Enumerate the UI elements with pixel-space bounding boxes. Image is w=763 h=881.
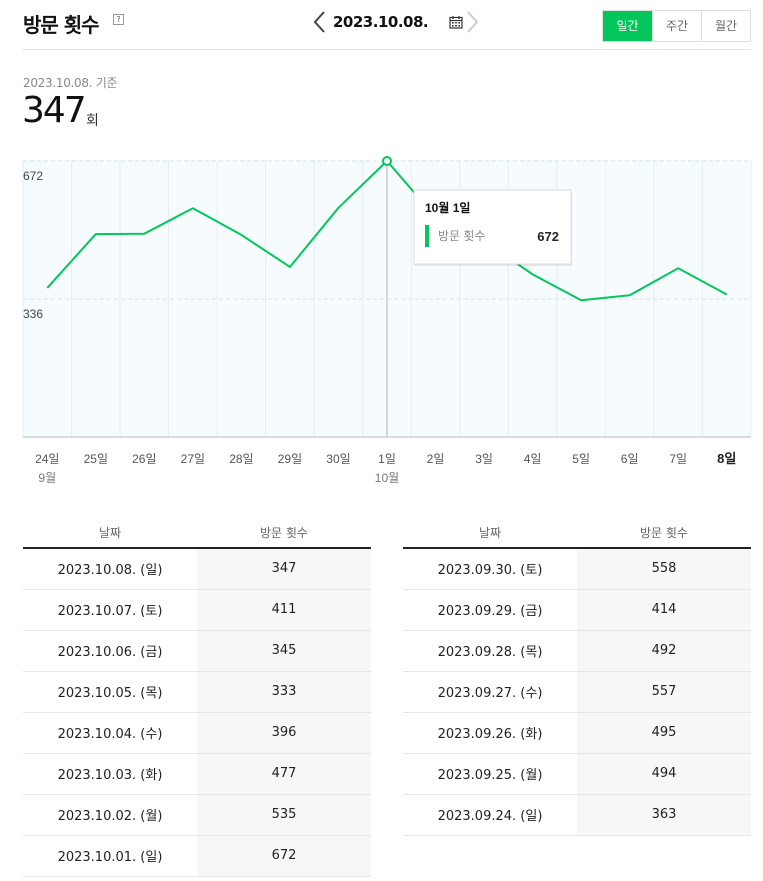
- current-date: 2023.10.08.: [333, 13, 429, 31]
- row-date: 2023.09.27. (수): [403, 671, 577, 713]
- tab-weekly[interactable]: 주간: [652, 11, 701, 41]
- total-visits-value: 347: [22, 90, 87, 131]
- period-tabs: 일간 주간 월간: [602, 10, 751, 42]
- chevron-left-icon: [313, 11, 325, 33]
- table-header-row: 날짜 방문 횟수: [23, 518, 371, 549]
- row-date: 2023.09.30. (토): [403, 548, 577, 590]
- row-date: 2023.10.08. (일): [23, 548, 197, 590]
- row-visits: 494: [577, 753, 751, 795]
- tab-daily[interactable]: 일간: [603, 11, 652, 41]
- row-visits: 411: [197, 589, 371, 631]
- row-date: 2023.09.28. (목): [403, 630, 577, 672]
- row-visits: 535: [197, 794, 371, 836]
- x-tick-label: 7일: [669, 452, 687, 466]
- next-date-button[interactable]: [465, 10, 479, 34]
- x-month-label: 10월: [375, 471, 399, 485]
- daily-table-right: 날짜 방문 횟수 2023.09.30. (토) 558 2023.09.29. (…: [403, 518, 751, 836]
- tooltip-series-label: 방문 횟수: [438, 229, 486, 243]
- tab-monthly[interactable]: 월간: [701, 11, 750, 41]
- column-header-date: 날짜: [23, 518, 197, 549]
- column-header-visits: 방문 횟수: [577, 518, 751, 549]
- row-date: 2023.10.02. (월): [23, 794, 197, 836]
- row-date: 2023.10.03. (화): [23, 753, 197, 795]
- basis-date: 2023.10.08. 기준: [23, 76, 118, 90]
- row-visits: 333: [197, 671, 371, 713]
- table-row: 2023.10.01. (일) 672: [23, 835, 371, 877]
- x-tick-label: 30일: [326, 452, 350, 466]
- x-tick-label: 28일: [229, 452, 253, 466]
- table-row: 2023.09.30. (토) 558: [403, 548, 751, 590]
- x-tick-label: 3일: [475, 452, 493, 466]
- table-row: 2023.09.24. (일) 363: [403, 794, 751, 836]
- table-row: 2023.10.02. (월) 535: [23, 794, 371, 836]
- visits-line-chart: 672 336 24일 25일 26일 27일 28일 29일 30일 1일 2일 3일 4일 5일 6일 7…: [22, 156, 752, 485]
- x-tick-label: 1일: [378, 452, 396, 466]
- x-tick-label: 29일: [278, 452, 302, 466]
- page-title: 방문 횟수: [23, 13, 100, 37]
- x-tick-label: 5일: [572, 452, 590, 466]
- row-date: 2023.10.06. (금): [23, 630, 197, 672]
- chevron-right-icon: [467, 11, 479, 33]
- table-row: 2023.09.26. (화) 495: [403, 712, 751, 754]
- table-row: 2023.09.27. (수) 557: [403, 671, 751, 713]
- table-row: 2023.10.06. (금) 345: [23, 630, 371, 672]
- y-tick-label: 672: [23, 169, 43, 183]
- row-date: 2023.09.26. (화): [403, 712, 577, 754]
- table-row: 2023.10.08. (일) 347: [23, 548, 371, 590]
- daily-table-left: 날짜 방문 횟수 2023.10.08. (일) 347 2023.10.07. (…: [23, 518, 371, 877]
- tooltip-legend-marker: [425, 225, 429, 247]
- x-tick-label: 25일: [84, 452, 108, 466]
- x-month-label: 9월: [38, 471, 56, 485]
- help-icon[interactable]: ?: [113, 14, 124, 25]
- table-row: 2023.09.28. (목) 492: [403, 630, 751, 672]
- row-visits: 363: [577, 794, 751, 836]
- x-tick-label: 4일: [524, 452, 542, 466]
- data-point: [382, 156, 392, 166]
- table-header-row: 날짜 방문 횟수: [403, 518, 751, 549]
- row-visits: 396: [197, 712, 371, 754]
- table-row: 2023.10.07. (토) 411: [23, 589, 371, 631]
- row-visits: 495: [577, 712, 751, 754]
- x-tick-label: 8일: [717, 451, 736, 466]
- row-visits: 557: [577, 671, 751, 713]
- x-tick-label: 6일: [621, 452, 639, 466]
- x-tick-label: 2일: [427, 452, 445, 466]
- row-date: 2023.10.05. (목): [23, 671, 197, 713]
- tooltip-value: 672: [537, 229, 559, 244]
- tooltip-title: 10월 1일: [425, 200, 470, 215]
- row-visits: 477: [197, 753, 371, 795]
- prev-date-button[interactable]: [313, 10, 327, 34]
- x-tick-label: 26일: [132, 452, 156, 466]
- row-date: 2023.10.04. (수): [23, 712, 197, 754]
- row-visits: 672: [197, 835, 371, 877]
- header: 방문 횟수 ? 2023.10.08. 일간 주간 월: [23, 0, 751, 50]
- table-row: 2023.09.29. (금) 414: [403, 589, 751, 631]
- x-tick-label: 24일: [35, 452, 59, 466]
- table-row: 2023.09.25. (월) 494: [403, 753, 751, 795]
- row-date: 2023.10.07. (토): [23, 589, 197, 631]
- row-visits: 414: [577, 589, 751, 631]
- row-date: 2023.09.24. (일): [403, 794, 577, 836]
- table-row: 2023.10.05. (목) 333: [23, 671, 371, 713]
- row-visits: 347: [197, 548, 371, 590]
- column-header-date: 날짜: [403, 518, 577, 549]
- x-tick-label: 27일: [181, 452, 205, 466]
- y-tick-label: 336: [23, 307, 43, 321]
- table-row: 2023.10.04. (수) 396: [23, 712, 371, 754]
- row-visits: 492: [577, 630, 751, 672]
- row-visits: 345: [197, 630, 371, 672]
- row-date: 2023.10.01. (일): [23, 835, 197, 877]
- total-visits-unit: 회: [86, 113, 99, 129]
- tooltip-box: [413, 189, 572, 265]
- row-date: 2023.09.29. (금): [403, 589, 577, 631]
- table-row: 2023.10.03. (화) 477: [23, 753, 371, 795]
- calendar-icon[interactable]: [449, 14, 463, 29]
- row-date: 2023.09.25. (월): [403, 753, 577, 795]
- row-visits: 558: [577, 548, 751, 590]
- column-header-visits: 방문 횟수: [197, 518, 371, 549]
